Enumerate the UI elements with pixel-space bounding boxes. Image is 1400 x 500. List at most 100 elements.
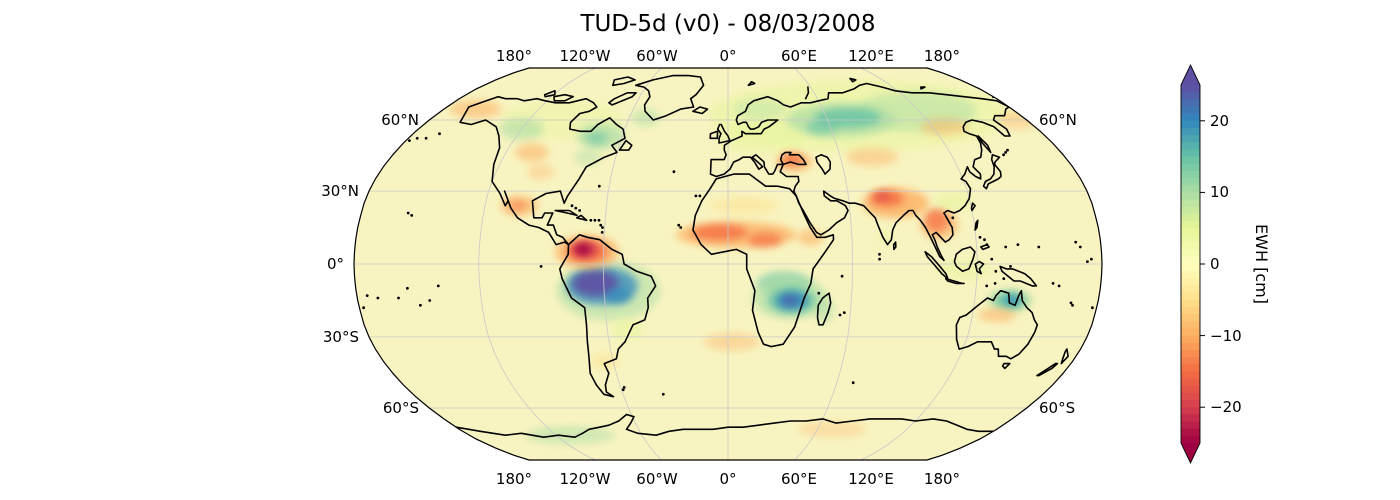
colorbar-axis-label: EWH [cm] (1252, 224, 1271, 304)
coastline-path (692, 106, 709, 115)
colorbar-band (1181, 213, 1200, 222)
colorbar-band (1181, 113, 1200, 122)
colorbar-band (1181, 435, 1200, 444)
colorbar-band (1181, 385, 1200, 394)
coastline-path (612, 76, 636, 87)
colorbar-tick-label: 20 (1210, 112, 1229, 130)
island-dot (397, 296, 400, 300)
anomaly-southeast-amazon-blue (605, 287, 632, 304)
coastline-path (849, 77, 857, 83)
island-dot (539, 265, 543, 268)
island-dot (600, 231, 604, 234)
colorbar-band (1181, 221, 1200, 229)
colorbar-band (1181, 407, 1200, 415)
colorbar-band (1181, 235, 1200, 243)
island-dot (1037, 245, 1041, 249)
anomaly-central-australia-orange (977, 308, 1016, 322)
anomaly-scandinavia-green (733, 99, 786, 120)
coastline-path (553, 93, 574, 102)
coastline-path (455, 413, 995, 438)
island-dot (438, 132, 441, 136)
colorbar-band (1181, 264, 1200, 272)
colorbar-band (1181, 206, 1200, 215)
lon-tick-label-top: 180° (924, 47, 960, 65)
colorbar-band (1181, 135, 1200, 143)
island-dot (410, 214, 414, 217)
anomaly-orinoco-core (574, 244, 591, 255)
coastline-path (543, 90, 556, 98)
meridian-line (478, 68, 596, 460)
coastline-path (1001, 362, 1011, 370)
island-dot (951, 216, 955, 220)
colorbar-band (1181, 271, 1200, 279)
coastline-path (892, 241, 897, 251)
colorbar-band (1181, 178, 1200, 186)
island-dot (1002, 153, 1005, 157)
island-dot (593, 218, 597, 222)
colorbar-arrow-top (1181, 65, 1200, 85)
colorbar-band (1181, 99, 1200, 107)
island-dot (677, 223, 681, 227)
colorbar-band (1181, 127, 1200, 136)
coastline-path (559, 234, 657, 398)
island-dot (1071, 303, 1074, 307)
coastline-path (709, 82, 1011, 262)
meridian-line (794, 68, 854, 460)
anomaly-europe-wash (715, 122, 805, 155)
lon-tick-label-top: 120°W (560, 47, 611, 65)
island-dot (672, 170, 676, 174)
coastline-path (804, 86, 810, 100)
anomaly-northern-plains-orange (514, 143, 549, 162)
island-dot (597, 184, 601, 188)
coastline-path (747, 80, 756, 87)
colorbar-band (1181, 85, 1200, 93)
anomaly-northeast-us-green (573, 149, 602, 166)
island-dot (1086, 260, 1089, 263)
anomaly-kazakh-tarim-orange (846, 148, 899, 167)
colorbar-band (1181, 306, 1200, 315)
island-dot (994, 269, 998, 273)
colorbar-band (1181, 120, 1200, 129)
coastlines (362, 74, 1094, 438)
colorbar-band (1181, 142, 1200, 150)
anomaly-ural-teal (805, 118, 838, 135)
island-dot (597, 218, 601, 222)
anomaly-sahel-west-core (691, 224, 748, 241)
lon-tick-label-top: 180° (496, 47, 532, 65)
island-dot (1091, 306, 1094, 310)
colorbar-band (1181, 149, 1200, 157)
island-dot (851, 381, 855, 385)
meridian-line (602, 68, 662, 460)
colorbar-band (1181, 228, 1200, 236)
island-dot (878, 252, 881, 256)
colorbar-band (1181, 156, 1200, 165)
lon-tick-label-bottom: 0° (719, 470, 736, 488)
colorbar-band (1181, 163, 1200, 172)
colorbar-band (1181, 192, 1200, 200)
coastline-path (716, 123, 731, 144)
colorbar-band (1181, 335, 1200, 344)
island-dot (428, 299, 432, 302)
anomaly-alaska-bering-orange (449, 100, 502, 119)
lat-tick-label-right: 60°N (1039, 111, 1077, 129)
colorbar-band (1181, 414, 1200, 422)
coastline-path (980, 243, 990, 251)
anomaly-central-us-orange (526, 163, 555, 180)
island-dot (570, 204, 574, 208)
colorbar-band (1181, 378, 1200, 387)
colorbar-band (1181, 249, 1200, 258)
anomaly-south-atlantic-orange (704, 332, 760, 351)
lon-tick-label-bottom: 180° (496, 470, 532, 488)
anomaly-kerala-green (877, 230, 893, 245)
coastline-path (955, 289, 1039, 360)
lon-tick-label-bottom: 120°E (848, 470, 894, 488)
island-dot (578, 209, 581, 212)
island-dot (817, 291, 821, 295)
island-dot (878, 257, 881, 261)
island-dot (1074, 240, 1078, 244)
island-dot (838, 313, 842, 317)
island-dot (622, 386, 626, 389)
lat-tick-label-left: 30°S (323, 328, 359, 346)
lon-tick-label-top: 120°E (848, 47, 894, 65)
coastline-path (1060, 348, 1069, 365)
